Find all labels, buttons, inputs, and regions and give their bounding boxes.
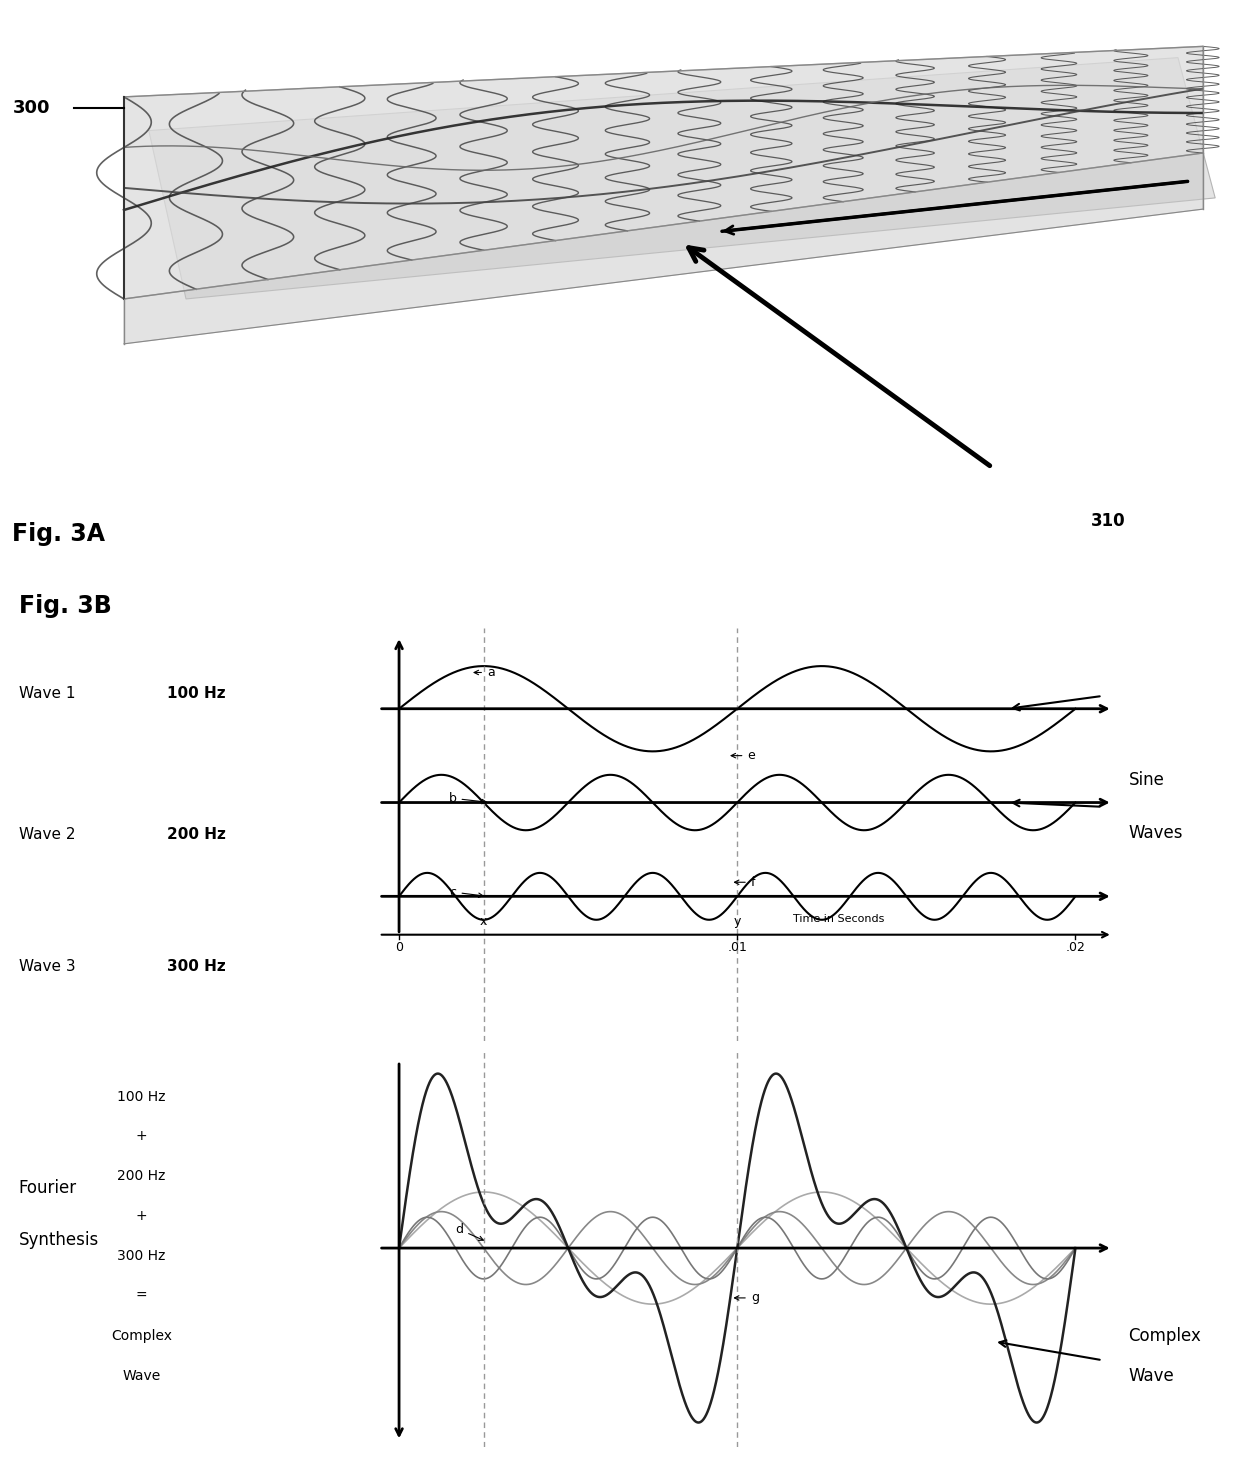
Text: 310: 310 bbox=[1091, 513, 1126, 530]
Text: Wave: Wave bbox=[123, 1369, 160, 1382]
Text: Waves: Waves bbox=[1128, 824, 1183, 842]
Polygon shape bbox=[124, 154, 1203, 344]
Text: e: e bbox=[732, 749, 755, 762]
Text: 300 Hz: 300 Hz bbox=[117, 1250, 166, 1263]
Text: 200 Hz: 200 Hz bbox=[117, 1170, 166, 1183]
Text: c: c bbox=[450, 886, 484, 898]
Text: Wave 3: Wave 3 bbox=[19, 960, 76, 975]
Text: y: y bbox=[734, 916, 742, 929]
Text: 100 Hz: 100 Hz bbox=[117, 1090, 166, 1103]
Polygon shape bbox=[149, 58, 1215, 298]
Text: Time in Seconds: Time in Seconds bbox=[794, 914, 884, 925]
Text: Fourier: Fourier bbox=[19, 1179, 77, 1198]
Text: Wave 2: Wave 2 bbox=[19, 827, 76, 842]
Text: 0: 0 bbox=[396, 941, 403, 954]
Text: .01: .01 bbox=[728, 941, 748, 954]
Text: 200 Hz: 200 Hz bbox=[167, 827, 226, 842]
Text: =: = bbox=[135, 1289, 148, 1303]
Text: .02: .02 bbox=[1065, 941, 1085, 954]
Text: +: + bbox=[135, 1130, 148, 1143]
Text: Sine: Sine bbox=[1128, 771, 1164, 789]
Text: +: + bbox=[135, 1210, 148, 1223]
Text: g: g bbox=[734, 1291, 759, 1304]
Text: 300: 300 bbox=[12, 99, 50, 117]
Text: 300 Hz: 300 Hz bbox=[167, 960, 226, 975]
Polygon shape bbox=[124, 46, 1203, 298]
Text: 100 Hz: 100 Hz bbox=[167, 687, 226, 702]
Text: Fig. 3B: Fig. 3B bbox=[19, 594, 112, 617]
Text: Wave: Wave bbox=[1128, 1366, 1174, 1384]
Text: b: b bbox=[449, 792, 486, 805]
Text: Synthesis: Synthesis bbox=[19, 1232, 99, 1250]
Text: Complex: Complex bbox=[110, 1329, 172, 1343]
Text: Complex: Complex bbox=[1128, 1326, 1202, 1344]
Text: Wave 1: Wave 1 bbox=[19, 687, 76, 702]
Text: f: f bbox=[734, 876, 755, 889]
Text: a: a bbox=[474, 666, 495, 679]
Text: x: x bbox=[480, 916, 487, 929]
Text: d: d bbox=[455, 1223, 484, 1241]
Text: Fig. 3A: Fig. 3A bbox=[12, 521, 105, 546]
